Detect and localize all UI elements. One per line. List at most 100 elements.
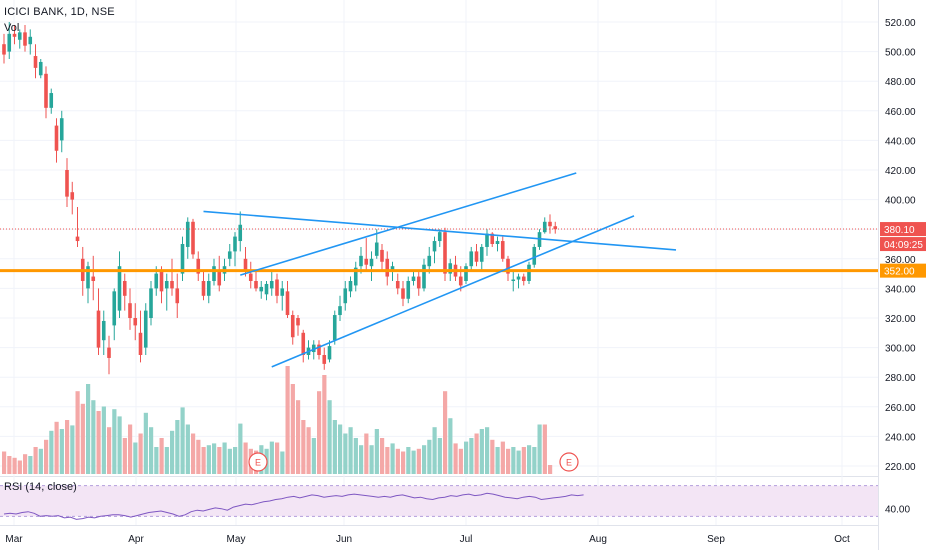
volume-bar — [185, 424, 190, 474]
candle-body — [212, 266, 216, 281]
candle-body — [23, 32, 27, 46]
candle-body — [44, 73, 48, 108]
volume-bar — [170, 430, 175, 474]
volume-bar — [217, 447, 222, 474]
volume-bar — [201, 447, 206, 474]
time-tick-label: Aug — [589, 534, 607, 545]
volume-bar — [390, 443, 395, 474]
candle-body — [149, 288, 153, 318]
volume-bar — [443, 391, 448, 474]
candle-body — [495, 241, 500, 244]
volume-bar — [469, 438, 474, 474]
volume-bar — [133, 442, 138, 474]
time-tick-label: Sep — [707, 534, 725, 545]
volume-bar — [206, 445, 211, 474]
volume-bar — [159, 438, 164, 474]
volume-bar — [474, 433, 479, 474]
level-tag-bg — [880, 263, 926, 278]
price-tick-label: 500.00 — [885, 48, 916, 59]
trendline — [240, 172, 577, 276]
candle-body — [343, 288, 348, 304]
rsi-label[interactable]: RSI (14, close) — [4, 481, 77, 493]
candle-body — [59, 118, 64, 141]
candle-body — [474, 251, 479, 262]
volume-bar — [542, 424, 547, 474]
candle-body — [65, 170, 69, 197]
symbol-label[interactable]: ICICI BANK, 1D, NSE — [4, 6, 115, 18]
candle-body — [28, 36, 33, 45]
candle-body — [348, 281, 353, 292]
candle-body — [201, 281, 206, 296]
candle-body — [2, 44, 6, 55]
volume-bar — [12, 457, 17, 474]
volume-bar — [107, 427, 112, 474]
candle-body — [469, 251, 474, 267]
price-tick-label: 240.00 — [885, 432, 916, 443]
candle-body — [128, 303, 132, 318]
candle-body — [490, 233, 495, 244]
volume-bar — [401, 451, 406, 474]
volume-bar — [369, 445, 374, 474]
volume-bar — [196, 439, 201, 474]
volume-bar — [359, 445, 364, 474]
candle-body — [17, 32, 22, 40]
volume-bar — [138, 433, 143, 474]
candle-body — [117, 266, 122, 311]
candle-body — [217, 270, 222, 286]
candle-body — [553, 226, 558, 230]
countdown-tag: 04:09:25 — [884, 240, 923, 251]
volume-bar — [243, 442, 248, 474]
candle-body — [101, 320, 106, 341]
candle-body — [338, 306, 342, 316]
volume-bar — [548, 465, 553, 474]
candle-body — [191, 221, 195, 255]
volume-bar — [290, 384, 295, 474]
candle-body — [170, 281, 174, 289]
candle-body — [479, 246, 484, 262]
volume-bar — [527, 445, 532, 474]
candle-body — [380, 249, 384, 262]
candle-body — [138, 332, 143, 355]
volume-bar — [506, 448, 511, 474]
volume-bar — [490, 439, 495, 474]
candle-body — [227, 251, 232, 259]
candle-body — [401, 288, 405, 299]
chart-grid — [0, 0, 879, 550]
volume-bar — [411, 450, 416, 474]
volume-bar — [49, 430, 54, 474]
time-tick-label: Oct — [834, 534, 850, 545]
volume-bar — [44, 439, 49, 474]
candle-body — [175, 288, 180, 304]
price-tick-label: 520.00 — [885, 18, 916, 29]
candle-body — [395, 281, 400, 289]
volume-bar — [80, 403, 85, 474]
candle-body — [180, 244, 185, 274]
volume-bar — [296, 400, 301, 474]
candle-body — [107, 347, 111, 358]
candle-body — [143, 310, 148, 348]
price-tick-label: 220.00 — [885, 462, 916, 473]
candle-body — [33, 56, 38, 68]
countdown-tag-bg — [880, 237, 926, 252]
price-tick-label: 280.00 — [885, 373, 916, 384]
volume-bar — [143, 412, 148, 474]
volume-bar — [338, 424, 343, 474]
time-tick-label: Mar — [5, 534, 23, 545]
earnings-marker-label: E — [566, 458, 572, 468]
candle-body — [458, 276, 463, 286]
volume-label[interactable]: Vol — [4, 22, 20, 34]
candle-body — [369, 258, 374, 267]
volume-bar — [28, 456, 33, 474]
volume-bar — [269, 441, 274, 474]
candle-body — [527, 264, 531, 281]
volume-bar — [464, 441, 469, 474]
candle-body — [70, 192, 75, 200]
volume-bar — [65, 420, 70, 474]
volume-bar — [406, 447, 411, 474]
time-tick-label: May — [227, 534, 246, 545]
candle-body — [290, 315, 295, 338]
time-tick-label: Apr — [128, 534, 144, 545]
volume-bar — [348, 427, 353, 474]
candle-body — [411, 276, 416, 281]
